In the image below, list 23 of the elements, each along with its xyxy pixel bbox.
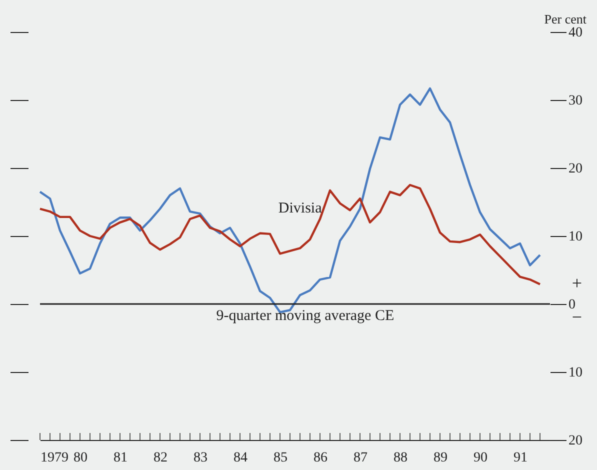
ref-line-label: 9-quarter moving average CE xyxy=(216,308,394,324)
text: + xyxy=(572,273,582,293)
y-tick-label: 40 xyxy=(568,26,582,40)
y-tick-label: 10 xyxy=(568,366,582,380)
y-tick-label: 30 xyxy=(568,94,582,108)
y-tick-label: 20 xyxy=(568,162,582,176)
x-tick-label: 85 xyxy=(274,450,288,466)
x-tick-label: 91 xyxy=(514,450,528,466)
x-tick-label: 89 xyxy=(434,450,448,466)
x-tick-label: 82 xyxy=(154,450,168,466)
x-tick-label: 83 xyxy=(194,450,208,466)
x-tick-label: 86 xyxy=(314,450,328,466)
x-tick-label: 88 xyxy=(394,450,408,466)
x-tick-label: 1979 xyxy=(40,450,68,466)
x-tick-label: 80 xyxy=(74,450,88,466)
x-tick-label: 81 xyxy=(114,450,128,466)
y-axis-title: Per cent xyxy=(544,12,587,26)
x-tick-label: 87 xyxy=(354,450,368,466)
x-tick-label: 90 xyxy=(474,450,488,466)
annotation: Divisia xyxy=(278,200,322,216)
y-tick-label: 10 xyxy=(568,230,582,244)
y-tick-label: 20 xyxy=(568,434,582,448)
x-tick-label: 84 xyxy=(234,450,248,466)
